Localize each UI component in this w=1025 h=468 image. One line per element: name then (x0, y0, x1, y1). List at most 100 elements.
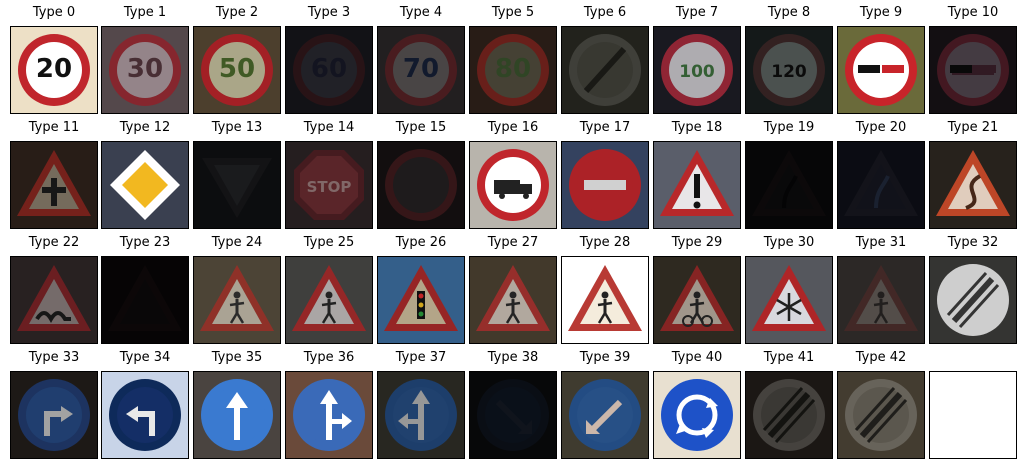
sign-circle (385, 379, 457, 451)
sign-thumbnail: 60 (285, 26, 373, 114)
panel-title: Type 7 (675, 5, 719, 20)
sign-thumbnail (653, 371, 741, 459)
sign-thumbnail (10, 256, 98, 344)
sign-thumbnail (377, 371, 465, 459)
panel-title: Type 34 (119, 350, 171, 365)
sign-image (838, 27, 924, 113)
panel-title: Type 33 (28, 350, 80, 365)
sign-circle (201, 379, 273, 451)
sign-circle (569, 149, 641, 221)
sign-triangle (384, 265, 458, 331)
sign-circle (753, 379, 825, 451)
sign-thumbnail (653, 256, 741, 344)
sign-image (194, 142, 280, 228)
sign-image: STOP (286, 142, 372, 228)
sign-circle: 120 (753, 34, 825, 106)
panel-title: Type 16 (487, 120, 539, 135)
sign-image (102, 142, 188, 228)
sign-thumbnail (837, 26, 925, 114)
sign-circle (661, 379, 733, 451)
sign-image (286, 372, 372, 458)
sign-thumbnail (837, 371, 925, 459)
sign-image (930, 27, 1016, 113)
sign-triangle (844, 265, 918, 331)
panel-title: Type 12 (119, 120, 171, 135)
sign-thumbnail (377, 256, 465, 344)
panel-title: Type 30 (763, 235, 815, 250)
panel-title: Type 31 (855, 235, 907, 250)
sign-triangle (17, 150, 91, 216)
sign-circle (569, 34, 641, 106)
sign-image (102, 372, 188, 458)
sign-image (470, 372, 556, 458)
sign-thumbnail (745, 371, 833, 459)
panel-title: Type 11 (28, 120, 80, 135)
sign-thumbnail (193, 141, 281, 229)
sign-triangle (17, 265, 91, 331)
sign-octagon: STOP (294, 150, 364, 220)
sign-circle: 50 (201, 34, 273, 106)
panel-title: Type 24 (211, 235, 263, 250)
panel-title: Type 35 (211, 350, 263, 365)
sign-circle: 70 (385, 34, 457, 106)
sign-circle (569, 379, 641, 451)
panel-title: Type 27 (487, 235, 539, 250)
sign-image (562, 142, 648, 228)
sign-circle (18, 379, 90, 451)
sign-circle: 20 (18, 34, 90, 106)
sign-triangle (476, 265, 550, 331)
sign-image (11, 372, 97, 458)
panel-title: Type 25 (303, 235, 355, 250)
panel-title: Type 10 (947, 5, 999, 20)
sign-image: 50 (194, 27, 280, 113)
sign-thumbnail (469, 371, 557, 459)
sign-image (470, 142, 556, 228)
panel-title: Type 41 (763, 350, 815, 365)
sign-image (562, 27, 648, 113)
sign-image (562, 372, 648, 458)
sign-thumbnail (469, 141, 557, 229)
sign-thumbnail: 120 (745, 26, 833, 114)
panel-title: Type 26 (395, 235, 447, 250)
sign-image (378, 257, 464, 343)
panel-title: Type 21 (947, 120, 999, 135)
sign-image (746, 372, 832, 458)
sign-image: 120 (746, 27, 832, 113)
sign-symbol-text: 20 (36, 54, 72, 84)
sign-image (470, 257, 556, 343)
sign-image: 30 (102, 27, 188, 113)
panel-title: Type 3 (307, 5, 351, 20)
sign-thumbnail (101, 141, 189, 229)
panel-title: Type 5 (491, 5, 535, 20)
sign-thumbnail: 50 (193, 26, 281, 114)
sign-image (378, 372, 464, 458)
panel-title: Type 17 (579, 120, 631, 135)
empty-panel (929, 371, 1017, 459)
panel-title: Type 32 (947, 235, 999, 250)
sign-image (654, 372, 740, 458)
sign-image (11, 257, 97, 343)
panel-title: Type 39 (579, 350, 631, 365)
sign-circle (293, 379, 365, 451)
sign-circle (477, 149, 549, 221)
panel-title: Type 42 (855, 350, 907, 365)
sign-thumbnail (929, 141, 1017, 229)
sign-image: 80 (470, 27, 556, 113)
sign-thumbnail: 70 (377, 26, 465, 114)
sign-image: 100 (654, 27, 740, 113)
sign-image (838, 372, 924, 458)
sign-thumbnail (469, 256, 557, 344)
sign-thumbnail (10, 371, 98, 459)
sign-thumbnail (10, 141, 98, 229)
panel-title: Type 19 (763, 120, 815, 135)
sign-image (378, 142, 464, 228)
panel-title: Type 22 (28, 235, 80, 250)
sign-thumbnail (101, 256, 189, 344)
sign-thumbnail: 30 (101, 26, 189, 114)
sign-image: 60 (286, 27, 372, 113)
sign-circle (937, 264, 1009, 336)
sign-image (286, 257, 372, 343)
sign-thumbnail (561, 371, 649, 459)
panel-title: Type 0 (32, 5, 76, 20)
sign-diamond (110, 150, 180, 220)
